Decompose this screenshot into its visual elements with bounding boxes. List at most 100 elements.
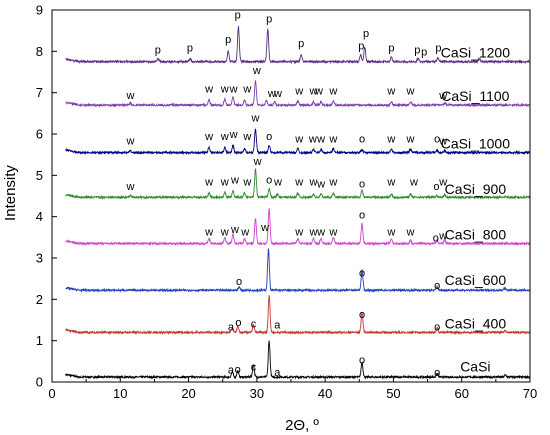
series-label: CaSi_1100 [441,88,509,104]
peak-annotation: w [328,226,337,238]
y-tick-label: 3 [36,251,43,266]
peak-annotation: o [235,364,241,376]
series-line-casi-1200 [65,26,531,65]
peak-annotation: w [220,177,229,189]
peak-annotation: o [359,210,365,222]
peak-annotation: o [359,354,365,366]
y-tick-label: 5 [36,168,43,183]
peak-annotation: o [266,175,272,187]
peak-annotation: w [438,177,447,189]
peak-annotation: o [434,280,440,292]
series-label: CaSi_1000 [441,135,510,151]
peak-annotation: w [204,84,213,96]
peak-annotation: w [273,88,282,100]
x-tick-label: 50 [386,386,400,401]
x-tick-label: 60 [454,386,468,401]
peak-annotation: w [406,133,415,145]
peak-annotation: w [328,177,337,189]
peak-annotation: w [230,224,239,236]
peak-annotation: p [414,44,420,56]
peak-annotation: w [252,65,261,77]
peak-annotation: p [187,42,193,54]
peak-annotation: w [273,177,282,189]
peak-annotation: o [359,309,365,321]
peak-annotation: w [126,181,135,193]
x-tick-label: 20 [181,386,195,401]
peak-annotation: p [298,38,304,50]
series-line-casi-400 [65,294,531,336]
peak-annotation: o [433,181,439,193]
series-line-casi-800 [65,208,531,247]
peak-annotation: w [316,179,325,191]
peak-annotation: p [235,9,241,21]
peak-annotation: p [358,40,364,52]
peak-annotation: w [251,113,260,125]
peak-annotation: w [308,133,317,145]
y-tick-label: 9 [36,3,43,18]
peak-annotation: w [126,90,135,102]
series-line-casi [65,340,531,380]
peak-annotation: w [386,133,395,145]
peak-annotation: p [266,13,272,25]
peak-annotation: w [204,226,213,238]
peak-annotation: w [316,226,325,238]
x-tick-label: 10 [113,386,127,401]
peak-annotation: w [220,226,229,238]
peak-annotation: w [294,133,303,145]
peak-annotation: a [228,365,235,377]
peak-annotation: w [328,133,337,145]
series-label: CaSi [460,359,490,375]
peak-annotation: w [220,131,229,143]
peak-annotation: w [438,90,447,102]
y-tick-label: 7 [36,85,43,100]
peak-annotation: w [220,84,229,96]
peak-annotation: w [253,156,262,168]
y-tick-label: 6 [36,127,43,142]
peak-annotation: o [434,321,440,333]
peak-annotation: c [251,361,257,373]
peak-annotation: w [294,177,303,189]
peak-annotation: w [328,86,337,98]
peak-annotation: p [155,44,161,56]
y-tick-label: 1 [36,333,43,348]
peak-annotation: w [242,177,251,189]
peak-annotation: w [229,84,238,96]
peak-annotation: o [266,131,272,143]
y-tick-label: 0 [36,375,43,390]
x-tick-label: 0 [48,386,55,401]
peak-annotation: o [433,232,439,244]
peak-annotation: w [386,177,395,189]
series-label: CaSi_600 [445,272,507,288]
peak-annotation: c [251,318,257,330]
peak-annotation: o [434,133,440,145]
peak-annotation: p [435,42,441,54]
y-tick-label: 2 [36,292,43,307]
y-tick-label: 4 [36,209,43,224]
peak-annotation: w [316,133,325,145]
axis-layer: 0 10 20 30 40 50 60 70 0 1 2 3 4 5 6 7 8 9 [36,3,537,402]
peak-annotation: a [274,319,281,331]
peak-annotation: w [294,226,303,238]
peak-annotation: a [228,321,235,333]
peak-annotation: o [434,367,440,379]
series-label: CaSi_800 [445,226,507,242]
peak-annotation: w [294,86,303,98]
peak-annotation: w [314,86,323,98]
peak-annotation: p [421,46,427,58]
x-tick-label: 30 [250,386,264,401]
peak-annotation: w [409,177,418,189]
series-line-casi-1000 [65,128,531,156]
peak-annotation: o [235,317,241,329]
peak-annotation: o [359,179,365,191]
peak-annotation: w [240,226,249,238]
peak-annotation: w [438,135,447,147]
peak-annotation: w [230,175,239,187]
peak-annotation: p [363,28,369,40]
series-line-casi-1100 [65,80,531,108]
x-tick-label: 70 [523,386,537,401]
peak-annotation: w [229,129,238,141]
peak-annotation: w [242,131,251,143]
